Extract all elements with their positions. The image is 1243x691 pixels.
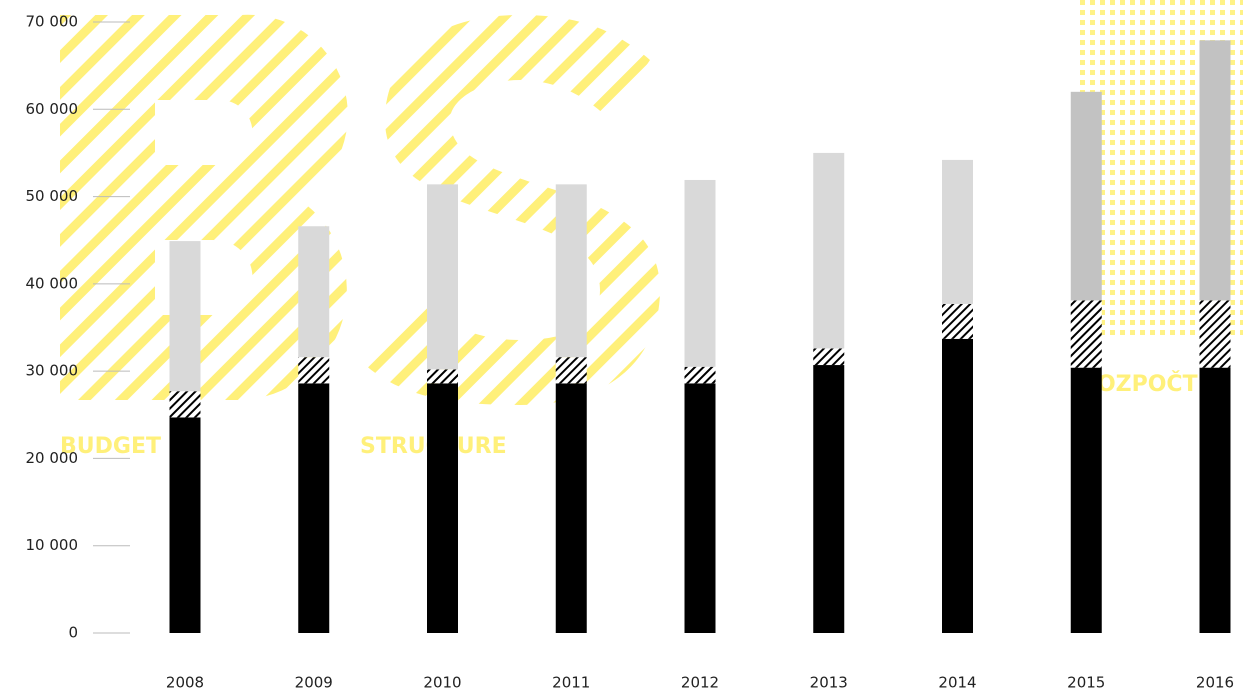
x-tick-label: 2014	[938, 674, 976, 691]
bar-segment	[298, 226, 330, 358]
bar-segment	[684, 383, 716, 633]
bar-segment	[1199, 40, 1231, 301]
bar-segment	[298, 357, 330, 384]
background-decoration	[60, 0, 1243, 405]
y-tick-label: 10 000	[26, 536, 79, 554]
bar-segment	[1199, 300, 1231, 368]
bar-segment	[942, 303, 973, 339]
y-tick-label: 0	[68, 624, 78, 642]
bar-segment	[1070, 91, 1102, 301]
bar-segment	[813, 152, 845, 349]
bar-segment	[684, 179, 716, 367]
bar-segment	[169, 391, 201, 418]
y-tick-label: 70 000	[26, 13, 79, 31]
bar-segment	[555, 184, 587, 358]
x-tick-label: 2009	[295, 674, 333, 691]
x-tick-label: 2015	[1067, 674, 1105, 691]
y-tick-label: 20 000	[26, 449, 79, 467]
bar-segment	[1199, 367, 1231, 633]
bar-segment	[169, 241, 201, 392]
bar-segment	[813, 365, 845, 633]
y-tick-label: 60 000	[26, 100, 79, 118]
background-word: ROZPOČTU	[1080, 371, 1215, 397]
bar-segment	[169, 417, 201, 633]
bar-segment	[942, 338, 973, 633]
bar-segment	[427, 383, 458, 633]
x-tick-label: 2013	[810, 674, 848, 691]
bar-segment	[555, 357, 587, 384]
bar-segment	[942, 159, 973, 304]
bar-segment	[1070, 300, 1102, 368]
background-word: BUDGET	[60, 434, 161, 459]
bar-segment	[427, 184, 458, 370]
x-tick-label: 2011	[552, 674, 590, 691]
y-tick-label: 30 000	[26, 362, 79, 380]
bar-segment	[298, 383, 330, 633]
bar-segment	[555, 383, 587, 633]
bar-segment	[813, 348, 845, 366]
bar-segment	[1070, 367, 1102, 633]
y-tick-label: 40 000	[26, 274, 79, 292]
x-tick-label: 2016	[1196, 674, 1234, 691]
x-tick-label: 2012	[681, 674, 719, 691]
y-tick-label: 50 000	[26, 187, 79, 205]
x-tick-label: 2008	[166, 674, 204, 691]
bar-segment	[684, 366, 716, 384]
x-tick-label: 2010	[423, 674, 461, 691]
bar-segment	[427, 369, 458, 384]
